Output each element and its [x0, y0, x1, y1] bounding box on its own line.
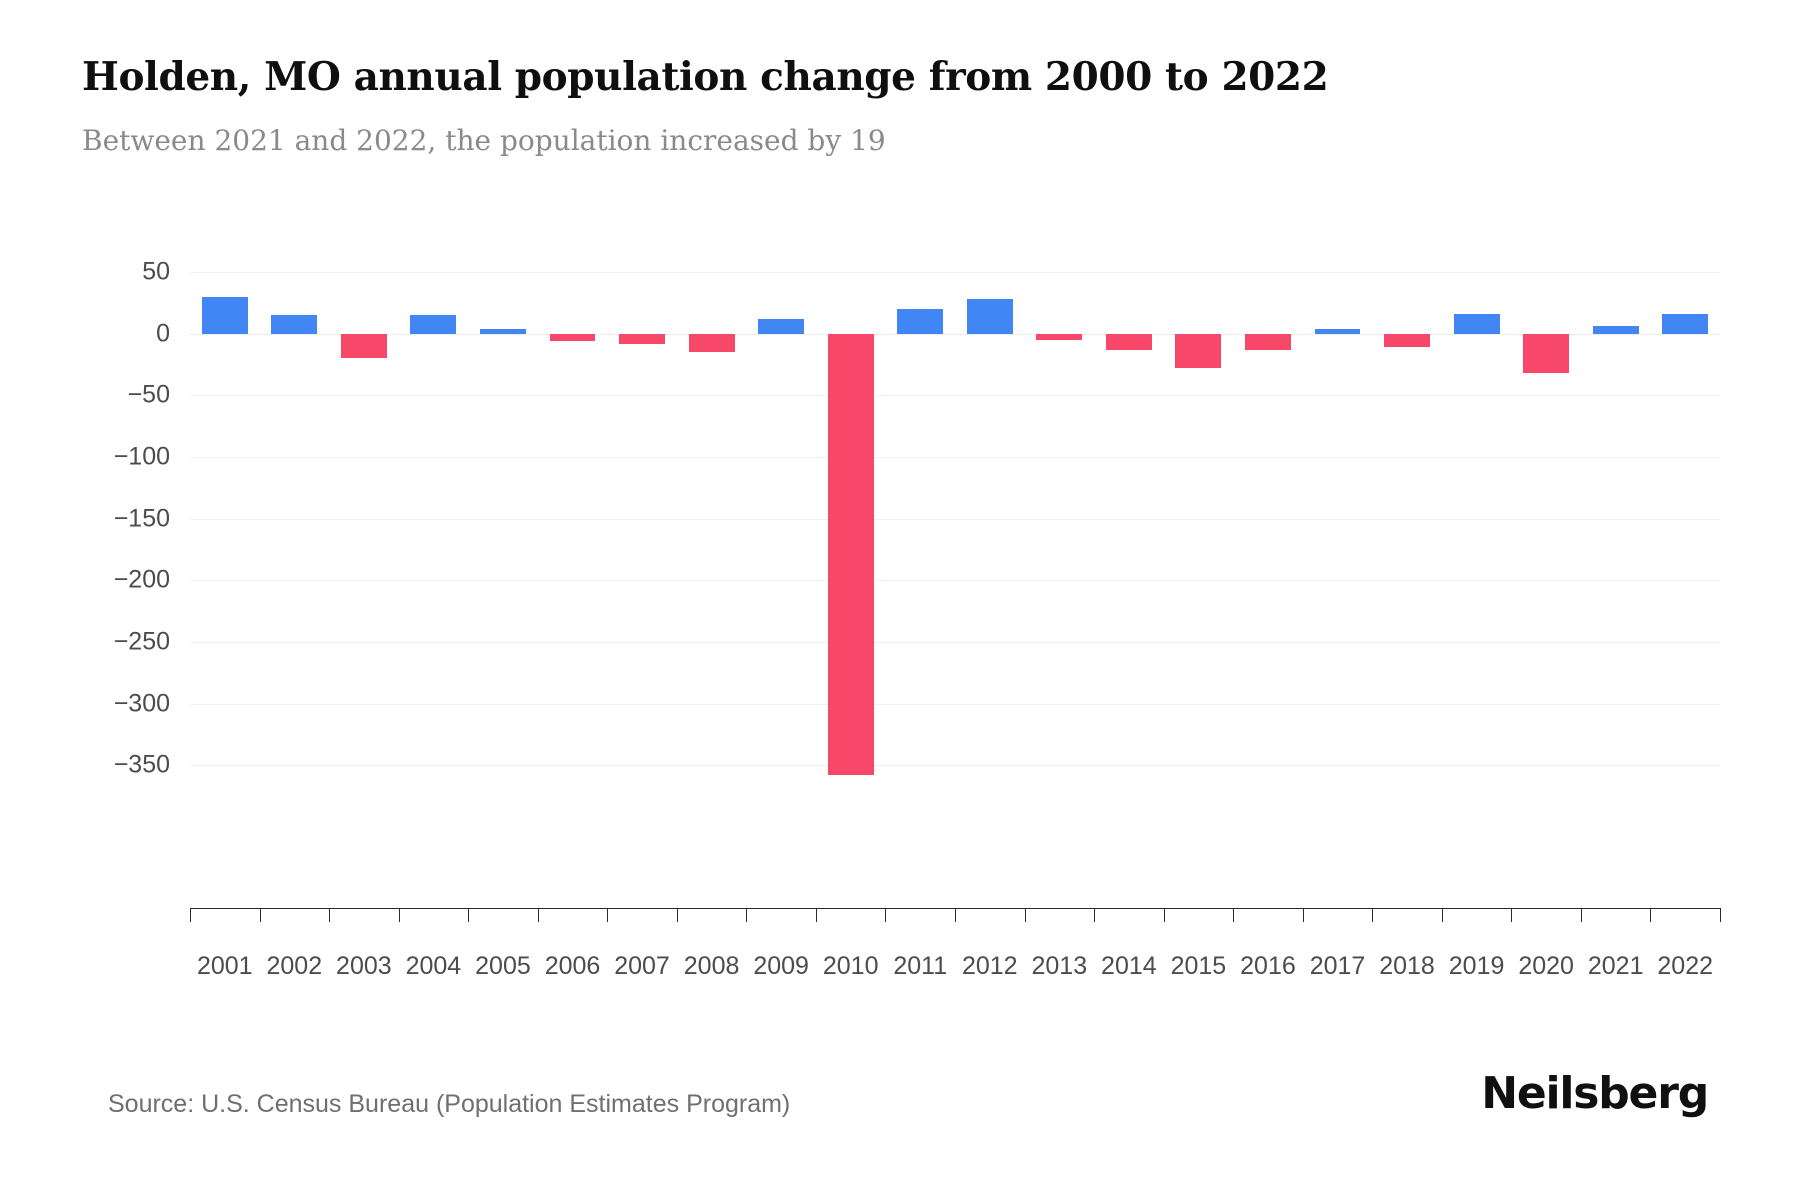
bar-2014[interactable]	[1105, 333, 1152, 350]
x-axis-tick	[607, 908, 609, 922]
gridline	[190, 272, 1720, 273]
bar-2006[interactable]	[549, 333, 596, 342]
x-axis-tick	[329, 908, 331, 922]
x-axis-tick-label-2013: 2013	[1031, 952, 1088, 980]
x-axis-tick	[1233, 908, 1235, 922]
y-axis-tick-label: −50	[127, 380, 170, 409]
y-axis-tick-label: −100	[113, 442, 170, 471]
x-axis-tick	[1024, 908, 1026, 922]
bar-2011[interactable]	[897, 308, 944, 334]
plot-area	[190, 272, 1720, 796]
y-axis-tick-label: −150	[113, 504, 170, 533]
x-axis-tick	[1650, 908, 1652, 922]
y-axis-tick-label: −250	[113, 627, 170, 656]
brand-logo: Neilsberg	[1481, 1068, 1709, 1119]
x-axis-tick-label-2018: 2018	[1379, 952, 1435, 980]
x-axis-tick	[1580, 908, 1582, 922]
x-axis-tick-label-2003: 2003	[336, 952, 392, 980]
x-axis-tick	[1511, 908, 1513, 922]
x-axis-tick-label-2014: 2014	[1101, 952, 1157, 980]
x-axis-tick	[885, 908, 887, 922]
x-axis-tick-label-2017: 2017	[1309, 952, 1366, 980]
x-axis-tick-label-2006: 2006	[544, 952, 601, 980]
bar-2012[interactable]	[966, 299, 1013, 334]
y-axis-tick-label: −350	[113, 750, 170, 779]
x-axis-tick	[1372, 908, 1374, 922]
bar-2009[interactable]	[758, 318, 805, 334]
x-axis-tick	[815, 908, 817, 922]
x-axis-tick-label-2020: 2020	[1518, 952, 1574, 980]
zero-gridline	[190, 333, 1720, 335]
source-note: Source: U.S. Census Bureau (Population E…	[108, 1090, 791, 1118]
x-axis-tick	[259, 908, 261, 922]
bar-2016[interactable]	[1245, 333, 1291, 350]
bar-2019[interactable]	[1453, 313, 1500, 334]
gridline	[190, 456, 1720, 458]
gridline	[190, 703, 1720, 705]
x-axis-tick	[537, 908, 539, 922]
bar-2020[interactable]	[1523, 333, 1570, 374]
page-title: Holden, MO annual population change from…	[82, 54, 1329, 100]
x-axis-tick-label-2015: 2015	[1170, 952, 1227, 980]
x-axis-tick	[676, 908, 678, 922]
bar-2018[interactable]	[1384, 333, 1430, 348]
bar-2004[interactable]	[410, 315, 457, 334]
x-axis-tick	[1441, 908, 1443, 922]
x-axis-tick	[1302, 908, 1304, 922]
x-axis-tick-label-2005: 2005	[475, 952, 531, 980]
x-axis-tick-label-2001: 2001	[196, 952, 253, 980]
x-axis-tick-label-2021: 2021	[1587, 952, 1644, 980]
bar-2008[interactable]	[688, 333, 735, 353]
y-axis-tick-label: −300	[113, 689, 170, 718]
x-axis-tick	[1720, 908, 1721, 922]
x-axis-tick-label-2009: 2009	[753, 952, 809, 980]
y-axis-tick-label: 50	[142, 257, 170, 286]
x-axis-tick	[746, 908, 748, 922]
x-axis-tick-label-2007: 2007	[614, 952, 670, 980]
x-axis-tick	[398, 908, 400, 922]
bar-2022[interactable]	[1662, 313, 1709, 334]
bar-2010[interactable]	[827, 333, 874, 776]
bar-2017[interactable]	[1314, 328, 1361, 334]
x-axis-tick-label-2019: 2019	[1448, 952, 1505, 980]
gridline	[190, 580, 1720, 582]
bar-2005[interactable]	[480, 328, 526, 334]
bar-2015[interactable]	[1175, 333, 1222, 369]
y-axis-tick-label: −200	[113, 565, 170, 594]
y-axis-tick-label: 0	[156, 319, 170, 348]
x-axis-tick-label-2022: 2022	[1657, 952, 1714, 980]
bar-2013[interactable]	[1036, 333, 1083, 340]
x-axis-tick-label-2011: 2011	[893, 952, 948, 980]
bar-2007[interactable]	[619, 333, 665, 344]
bar-2001[interactable]	[201, 296, 248, 334]
x-axis-tick-label-2016: 2016	[1240, 952, 1296, 980]
gridline	[190, 641, 1720, 643]
bar-2021[interactable]	[1592, 326, 1639, 334]
gridline	[190, 765, 1720, 767]
gridline	[190, 395, 1720, 397]
bar-2002[interactable]	[271, 315, 318, 334]
x-axis-tick	[1094, 908, 1096, 922]
x-axis-tick	[1163, 908, 1165, 922]
x-axis-tick-label-2004: 2004	[405, 952, 462, 980]
x-axis-tick-label-2010: 2010	[822, 952, 879, 980]
gridline	[190, 518, 1720, 520]
x-axis-tick-label-2012: 2012	[961, 952, 1018, 980]
x-axis-tick	[190, 908, 191, 922]
x-axis-tick	[955, 908, 956, 922]
x-axis-tick-label-2002: 2002	[266, 952, 323, 980]
page-subtitle: Between 2021 and 2022, the population in…	[82, 124, 886, 157]
x-axis-tick-label-2008: 2008	[683, 952, 740, 980]
x-axis-tick	[468, 908, 470, 922]
bar-2003[interactable]	[340, 333, 387, 359]
